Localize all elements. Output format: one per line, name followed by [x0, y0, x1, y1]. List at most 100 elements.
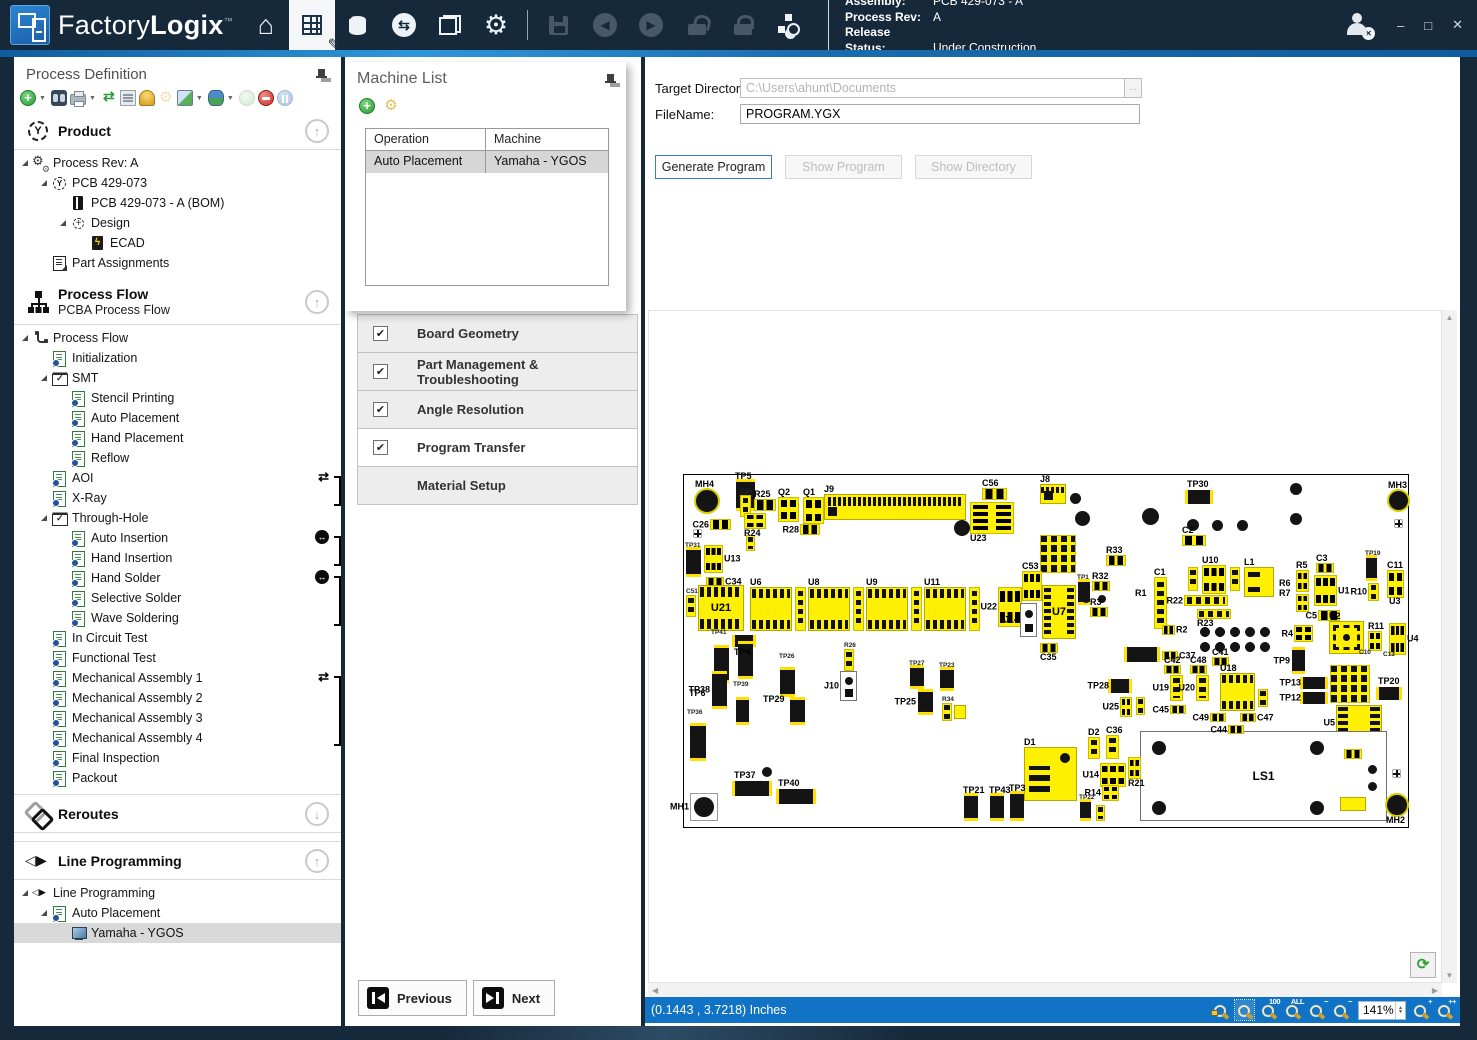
wizard-step-board-geometry[interactable]: ✔ Board Geometry: [357, 314, 638, 353]
tree-item[interactable]: Reflow: [14, 448, 341, 468]
tree-item[interactable]: Hand Solder ↔: [14, 568, 341, 626]
tree-item[interactable]: Process Flow: [14, 328, 341, 348]
user-logout-icon[interactable]: ✕: [1345, 13, 1375, 40]
expander-icon[interactable]: [41, 375, 52, 381]
scroll-down-icon[interactable]: ▼: [1445, 971, 1454, 980]
dropdown-caret-icon[interactable]: ▼: [39, 94, 46, 102]
expander-icon[interactable]: [41, 180, 52, 186]
print-toolbar-icon[interactable]: [69, 91, 86, 107]
tree-item[interactable]: In Circuit Test: [14, 628, 341, 648]
tree-item[interactable]: Initialization: [14, 348, 341, 368]
sync-icon[interactable]: [381, 0, 427, 50]
next-button[interactable]: Next: [472, 980, 556, 1016]
tree-item[interactable]: PCB 429-073 - A (BOM): [14, 193, 341, 213]
collapse-up-icon[interactable]: ↑: [305, 290, 329, 314]
scroll-right-icon[interactable]: ▶: [1431, 986, 1438, 995]
maximize-button[interactable]: □: [1424, 17, 1433, 33]
browse-button[interactable]: ...: [1124, 78, 1142, 98]
generate-program-button[interactable]: Generate Program: [655, 155, 772, 179]
dropdown-caret-icon[interactable]: ▼: [195, 94, 203, 102]
scroll-left-icon[interactable]: ◀: [652, 986, 659, 995]
gearg-toolbar-icon[interactable]: [158, 88, 174, 106]
shuffle-toolbar-icon[interactable]: [101, 88, 117, 106]
tree-item[interactable]: SMT: [14, 368, 341, 388]
tree-item[interactable]: Functional Test: [14, 648, 341, 668]
zoom-+-icon[interactable]: +: [1411, 997, 1432, 1020]
minimize-button[interactable]: –: [1397, 17, 1405, 33]
zoom-++-icon[interactable]: ++: [1435, 997, 1456, 1020]
zoom-lock-icon[interactable]: [1211, 1000, 1230, 1020]
data-icon[interactable]: [335, 0, 381, 50]
dropdown-caret-icon[interactable]: ▼: [226, 94, 234, 102]
tree-item[interactable]: Part Assignments: [14, 253, 341, 273]
tree-item[interactable]: Auto Placement: [14, 903, 341, 923]
wizard-step-program-transfer[interactable]: ✔ Program Transfer: [357, 428, 638, 467]
tree-item[interactable]: Yamaha - YGOS: [14, 923, 341, 943]
target-directory-input[interactable]: [740, 78, 1125, 98]
wizard-step-material-setup[interactable]: Material Setup: [357, 466, 638, 505]
docs-icon[interactable]: [427, 0, 473, 50]
close-button[interactable]: ✕: [1452, 17, 1463, 32]
zoom-100-icon[interactable]: 100: [1259, 997, 1281, 1020]
tree-item[interactable]: Through-Hole: [14, 508, 341, 528]
stop-toolbar-icon[interactable]: [257, 90, 274, 106]
step-checkbox-icon[interactable]: ✔: [373, 326, 388, 341]
tree-item[interactable]: Final Inspection: [14, 748, 341, 768]
tree-item[interactable]: Hand Placement: [14, 428, 341, 448]
column-header[interactable]: Machine: [486, 129, 608, 151]
collapse-up-icon[interactable]: ↑: [305, 849, 329, 873]
tree-item[interactable]: Mechanical Assembly 3: [14, 708, 341, 728]
scroll-up-icon[interactable]: ▲: [1445, 313, 1454, 322]
analyze-icon[interactable]: [766, 0, 812, 50]
vertical-scrollbar[interactable]: ▲ ▼: [1442, 310, 1457, 983]
bell-toolbar-icon[interactable]: [138, 90, 155, 106]
tree-item[interactable]: ECAD: [14, 233, 341, 253]
pin-icon[interactable]: [605, 74, 616, 86]
horizontal-scrollbar[interactable]: ◀ ▶: [648, 983, 1442, 997]
dropdown-caret-icon[interactable]: ▼: [88, 94, 96, 102]
dbgreen-toolbar-icon[interactable]: [207, 90, 224, 106]
refresh-view-button[interactable]: ⟳: [1410, 952, 1436, 978]
expander-icon[interactable]: [41, 910, 52, 916]
process-flow-section-header[interactable]: Process Flow PCBA Process Flow ↑: [14, 279, 341, 325]
column-header[interactable]: Operation: [366, 129, 486, 151]
zoom-ALL-icon[interactable]: ALL: [1283, 997, 1305, 1020]
tree-item[interactable]: Wave Soldering: [14, 608, 341, 628]
settings-icon[interactable]: ⚙: [483, 9, 509, 40]
pcb-viewer[interactable]: MH4 TP5 C28 R25 Q2 Q1 R28 J9 C56 U23 C26 R24 TP31 U13…: [648, 310, 1442, 983]
expander-icon[interactable]: [41, 515, 52, 521]
home-icon[interactable]: ⌂: [257, 9, 275, 40]
tree-item[interactable]: Mechanical Assembly 1 ⇄: [14, 668, 341, 746]
expander-icon[interactable]: [22, 335, 33, 341]
tree-item[interactable]: Stencil Printing: [14, 388, 341, 408]
tree-item[interactable]: Packout: [14, 768, 341, 788]
collapse-up-icon[interactable]: ↑: [305, 119, 329, 143]
table-row[interactable]: Auto Placement Yamaha - YGOS: [366, 151, 608, 173]
design-icon[interactable]: ✎: [288, 0, 341, 54]
tree-item[interactable]: Auto Insertion ↔: [14, 528, 341, 566]
add-machine-button[interactable]: [359, 98, 375, 114]
previous-button[interactable]: Previous: [358, 980, 467, 1016]
line-programming-section-header[interactable]: Line Programming ↑: [14, 841, 341, 880]
tree-item[interactable]: Mechanical Assembly 2: [14, 688, 341, 708]
tree-item[interactable]: Design: [14, 213, 341, 233]
expander-icon[interactable]: [22, 160, 33, 166]
expand-down-icon[interactable]: ↓: [305, 802, 329, 826]
zoom-window-icon[interactable]: [1234, 999, 1255, 1021]
zoom-level-input[interactable]: 141% ▲ ▼: [1358, 1000, 1406, 1020]
tree-item[interactable]: Selective Solder: [14, 588, 341, 608]
machine-table[interactable]: Operation Machine Auto Placement Yamaha - Y…: [365, 128, 609, 286]
step-checkbox-icon[interactable]: ✔: [373, 402, 388, 417]
tree-item[interactable]: Process Rev: A: [14, 153, 341, 175]
reroutes-section-header[interactable]: Reroutes ↓: [14, 794, 341, 833]
tree-item[interactable]: Mechanical Assembly 4: [14, 728, 341, 748]
pin-icon[interactable]: [316, 69, 327, 81]
tree-item[interactable]: AOI ⇄: [14, 468, 341, 506]
zoom-spinner[interactable]: ▲ ▼: [1395, 1001, 1405, 1019]
step-checkbox-icon[interactable]: ✔: [373, 440, 388, 455]
filename-input[interactable]: [740, 104, 1140, 124]
tree-item[interactable]: Line Programming: [14, 883, 341, 903]
expander-icon[interactable]: [22, 890, 33, 896]
zoom-−-icon[interactable]: −: [1307, 997, 1328, 1020]
add-toolbar-icon[interactable]: [20, 90, 36, 106]
